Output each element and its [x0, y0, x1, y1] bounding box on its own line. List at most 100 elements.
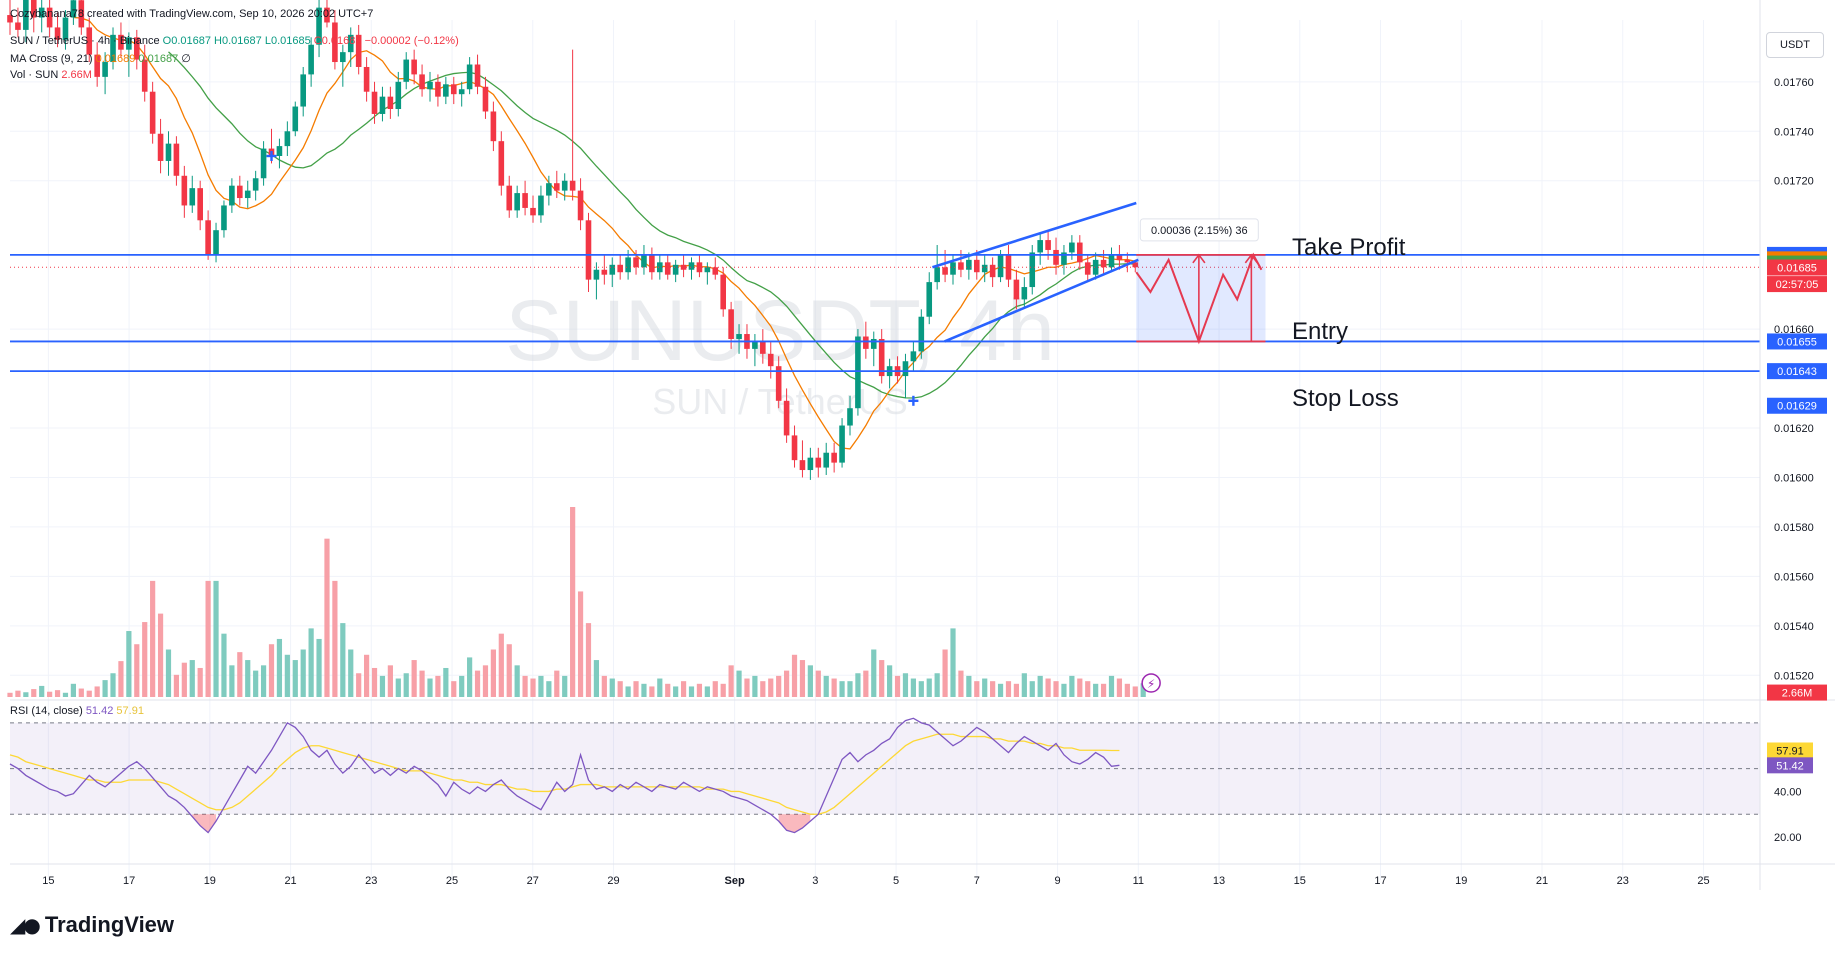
ma-fast-line [73, 16, 1136, 450]
candle [1005, 245, 1012, 288]
candle-body [355, 34, 362, 67]
rsi-label[interactable]: RSI (14, close) [10, 705, 83, 717]
volume-bar [284, 654, 290, 697]
volume-bar [197, 667, 203, 697]
price-label-box [1767, 276, 1827, 293]
candle [538, 185, 544, 223]
volume-bar [70, 683, 76, 697]
candle [450, 76, 457, 105]
candle [7, 0, 13, 35]
candle-body [205, 220, 211, 255]
candle-body [284, 131, 291, 147]
volume-bar [118, 661, 124, 697]
candle-body [538, 195, 544, 216]
candle-body [775, 366, 782, 401]
volume-bar [863, 670, 869, 697]
date-tick-label: 25 [446, 875, 458, 887]
volume-bar [601, 675, 607, 697]
volume-bar [419, 670, 425, 697]
candle [427, 71, 433, 102]
candle-body [672, 264, 679, 275]
volume-bar [982, 678, 988, 697]
price-tick-label: 0.01540 [1774, 621, 1814, 633]
candle [94, 42, 100, 87]
volume-bar [102, 680, 108, 697]
candle [165, 131, 172, 176]
date-tick-label: 23 [365, 875, 377, 887]
candle-body [625, 257, 631, 273]
candle-body [680, 264, 687, 270]
volume-bar [7, 692, 13, 697]
volume-label[interactable]: Vol · SUN [10, 69, 59, 81]
volume-bar [807, 665, 813, 697]
volume-bar [736, 670, 742, 697]
rsi-ma-line [9, 733, 1120, 815]
candle-body [229, 185, 235, 206]
volume-bar [1108, 675, 1115, 697]
volume-bar [1045, 678, 1051, 697]
volume-bar [934, 673, 940, 697]
candle [102, 52, 108, 95]
candle-body [316, 7, 322, 45]
volume-bar [371, 667, 378, 697]
ma-label[interactable]: MA Cross (9, 21) [10, 53, 93, 65]
candle-body [173, 143, 180, 176]
price-tick-label: 0.01740 [1774, 126, 1814, 138]
candle [680, 254, 687, 278]
candle [902, 353, 909, 399]
candle-body [165, 143, 172, 161]
price-label-text: 2.66M [1782, 688, 1813, 700]
volume-bar [554, 670, 560, 697]
candle [395, 71, 402, 117]
lower-trendline [944, 258, 1139, 343]
candle [403, 52, 410, 90]
date-tick-label: 25 [1697, 875, 1709, 887]
candle [474, 54, 481, 95]
candle [593, 262, 600, 300]
candle-body [958, 262, 964, 270]
candle-body [181, 175, 188, 206]
candle [70, 0, 77, 25]
candle-body [252, 178, 259, 191]
ma-cross-marker [266, 151, 277, 161]
candle [870, 331, 877, 367]
candle [237, 175, 243, 206]
symbol-name[interactable]: SUN / TetherUS · 4h · Binance [10, 35, 160, 47]
candle-body [490, 111, 497, 142]
symbol-legend: SUN / TetherUS · 4h · Binance O0.01687 H… [10, 35, 459, 47]
date-tick-label: 15 [42, 875, 54, 887]
currency-button[interactable]: USDT [1766, 32, 1824, 58]
volume-bar [966, 675, 972, 697]
tradingview-logo[interactable]: ◢● TradingView [10, 912, 174, 938]
volume-bar [712, 681, 718, 697]
volume-bar [673, 686, 679, 697]
volume-bar [332, 580, 338, 697]
candle [752, 334, 758, 367]
candle [1013, 269, 1020, 310]
candle-body [1100, 259, 1107, 268]
lightning-icon[interactable]: ⚡ [1141, 673, 1161, 693]
volume-bar [791, 654, 798, 697]
candle-body [102, 62, 108, 77]
candle [696, 254, 703, 278]
volume-bar [768, 678, 774, 697]
candle-body [54, 27, 61, 40]
price-tick-label: 0.01660 [1774, 324, 1814, 336]
volume-bar [649, 686, 655, 697]
candle [443, 76, 449, 105]
candle-body [1013, 279, 1020, 300]
candle-body [86, 27, 93, 55]
candle-body [696, 262, 703, 273]
candle-body [237, 185, 243, 199]
candle [1077, 235, 1083, 270]
candle [15, 7, 21, 38]
candle-body [767, 353, 774, 367]
candle [569, 49, 576, 201]
volume-bar [126, 631, 132, 697]
candle-body [831, 452, 837, 463]
candle [855, 329, 861, 416]
candle [324, 0, 330, 28]
candle-body [807, 457, 814, 471]
ohlc-low: L0.01685 [264, 35, 311, 47]
